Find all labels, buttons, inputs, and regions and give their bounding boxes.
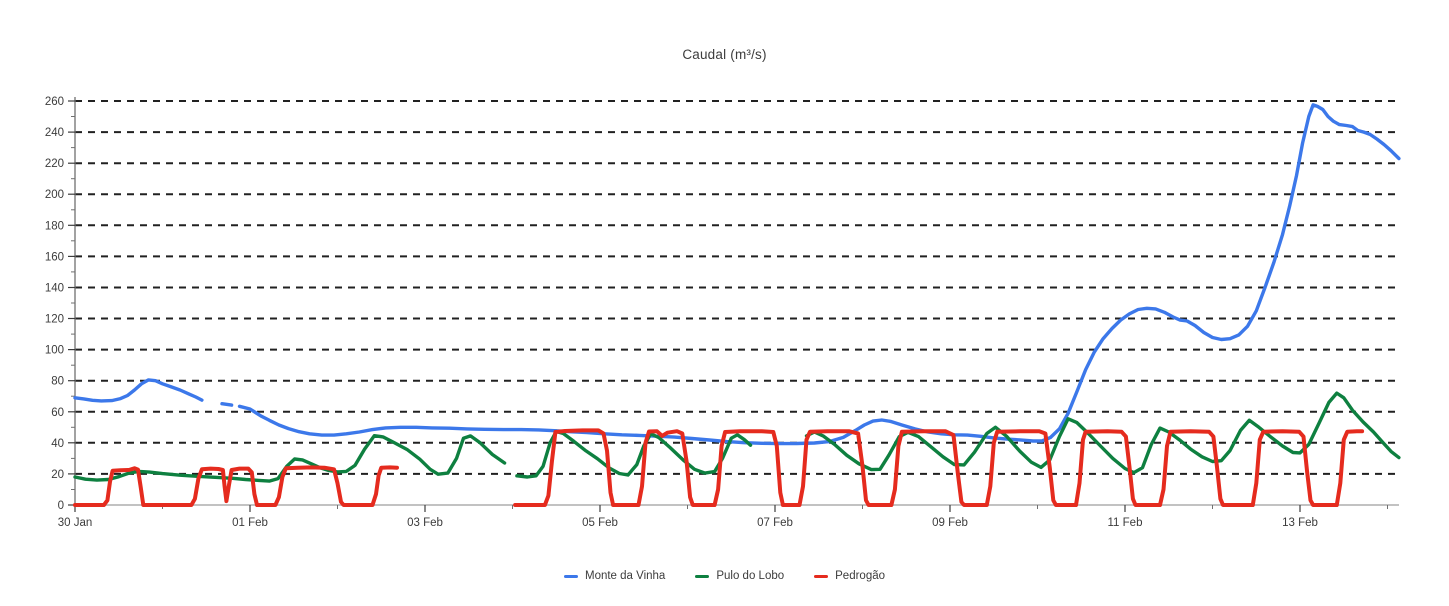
- legend-item-monte-da-vinha: Monte da Vinha: [563, 570, 666, 582]
- x-tick-label: 13 Feb: [1282, 517, 1318, 529]
- series-pedrog-o: [73, 428, 1365, 507]
- series-monte-da-vinha: [73, 103, 1401, 446]
- y-tick-label: 260: [45, 96, 64, 108]
- y-tick-label: 180: [45, 220, 64, 232]
- legend-swatch-blue: [563, 574, 578, 578]
- legend-label: Monte da Vinha: [584, 570, 666, 582]
- legend-item-pulo-do-lobo: Pulo do Lobo: [695, 570, 784, 582]
- y-tick-label: 100: [45, 345, 64, 357]
- axis-tick-labels: 0 20 40 60 80 100 120 140 160 180 200 220 240 260 30 J…: [45, 96, 1318, 529]
- y-tick-label: 200: [45, 189, 64, 201]
- y-tick-label: 40: [51, 438, 64, 450]
- y-tick-label: 240: [45, 127, 64, 139]
- series-path: [513, 428, 1365, 507]
- y-tick-label: 20: [51, 469, 64, 481]
- axis-ticks: [68, 100, 1388, 512]
- x-tick-label: 01 Feb: [232, 517, 268, 529]
- gridlines: [75, 100, 1399, 475]
- y-tick-label: 0: [58, 500, 64, 512]
- y-tick-label: 60: [51, 407, 64, 419]
- y-tick-label: 120: [45, 314, 64, 326]
- y-tick-label: 220: [45, 158, 64, 170]
- legend-label: Pulo do Lobo: [716, 570, 785, 582]
- legend-swatch-green: [695, 574, 710, 578]
- x-tick-label: 09 Feb: [932, 517, 968, 529]
- series-path: [220, 402, 234, 407]
- chart-title: Caudal (m³/s): [682, 47, 767, 62]
- x-tick-label: 05 Feb: [582, 517, 618, 529]
- y-tick-label: 80: [51, 376, 64, 388]
- series-path: [73, 465, 399, 507]
- y-tick-label: 140: [45, 283, 64, 295]
- legend-swatch-red: [814, 574, 829, 578]
- x-tick-label: 03 Feb: [407, 517, 443, 529]
- series-path: [237, 103, 1401, 446]
- series-path: [73, 378, 204, 403]
- x-tick-label: 11 Feb: [1108, 517, 1143, 529]
- legend-item-pedrogao: Pedrogão: [814, 570, 885, 582]
- chart-legend: Monte da Vinha Pulo do Lobo Pedrogão: [0, 570, 1449, 582]
- data-series: [73, 103, 1401, 507]
- y-tick-label: 160: [45, 251, 64, 263]
- x-tick-label: 07 Feb: [757, 517, 793, 529]
- x-tick-label: 30 Jan: [58, 517, 93, 529]
- legend-label: Pedrogão: [835, 570, 886, 582]
- axes: [74, 97, 1399, 506]
- series-pulo-do-lobo: [73, 391, 1401, 483]
- series-path: [73, 434, 507, 483]
